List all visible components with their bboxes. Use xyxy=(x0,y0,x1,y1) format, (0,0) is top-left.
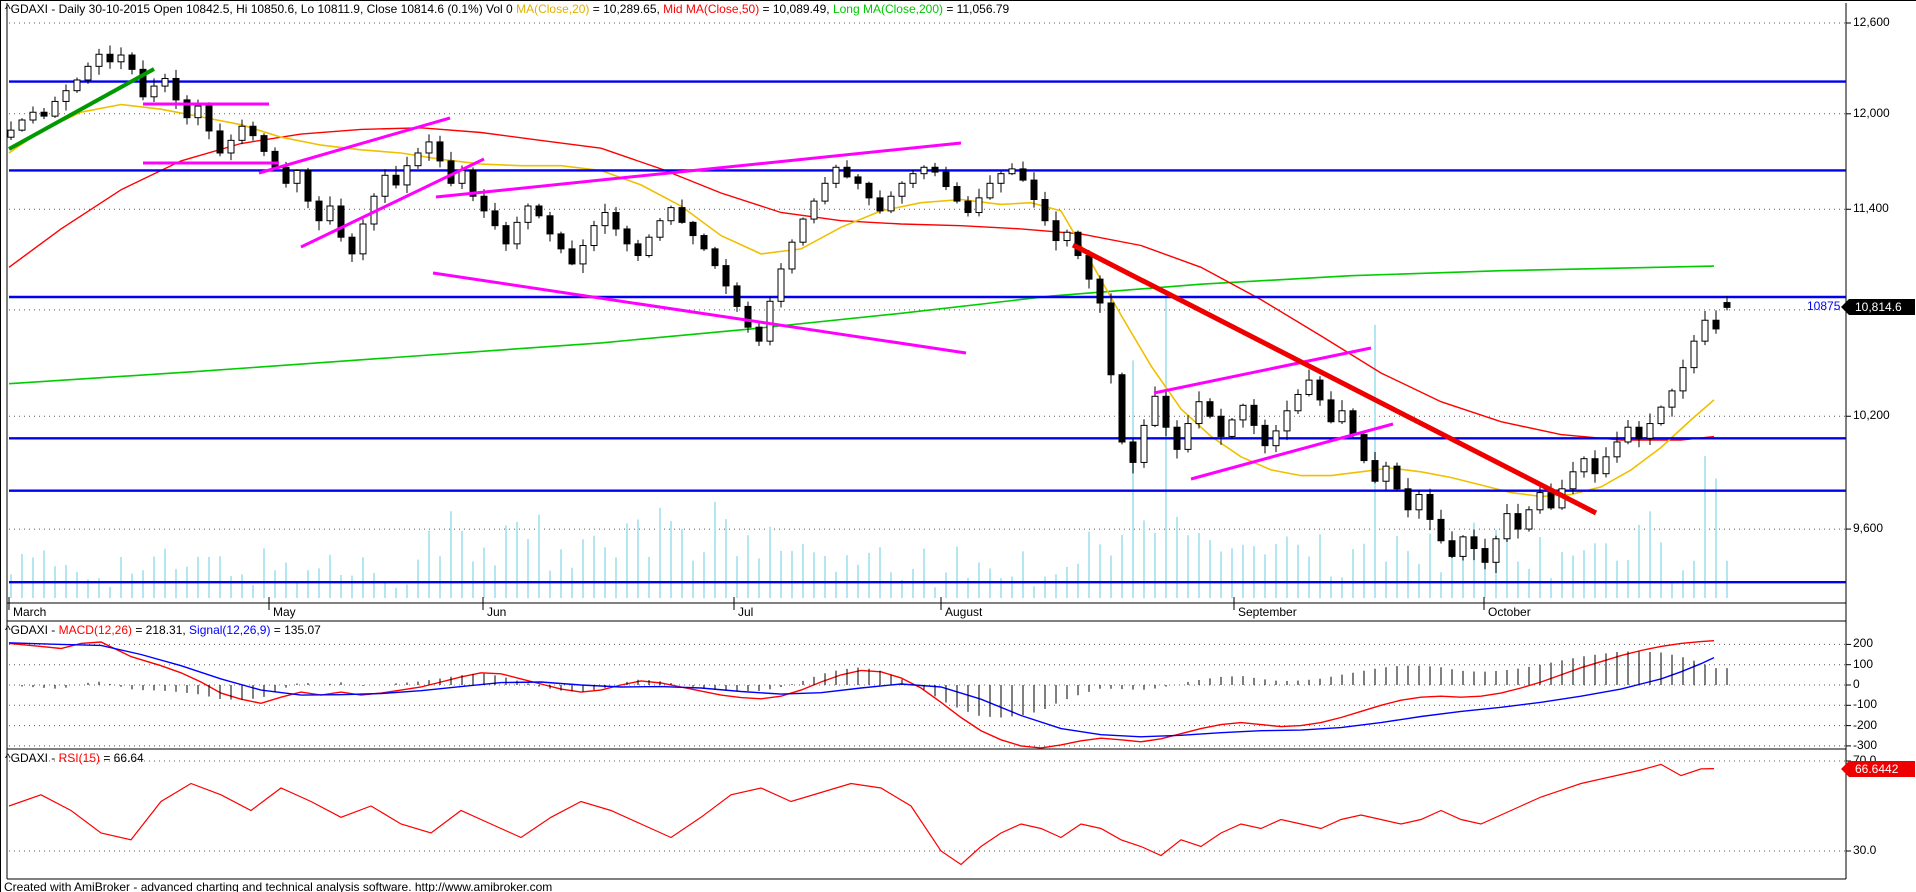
trendline-magenta-rise1[interactable] xyxy=(258,116,451,175)
title-segment: RSI(15) xyxy=(58,751,100,765)
month-label-august: August xyxy=(945,605,983,619)
month-label-march: March xyxy=(13,605,47,619)
price-axis-label: 11,400 xyxy=(1853,201,1889,216)
month-label-october: October xyxy=(1488,605,1531,619)
title-segment: = 66.64 xyxy=(99,751,144,765)
macd-histogram xyxy=(21,651,1728,718)
signal-line xyxy=(8,642,1715,738)
title-segment: ^GDAXI - xyxy=(5,623,59,637)
macd-axis-label: -100 xyxy=(1853,697,1878,712)
last-price-tag: 10,814.6 xyxy=(1841,299,1915,316)
rsi-axis-label: 30.0 xyxy=(1853,843,1877,857)
trendline-red-downtrend[interactable] xyxy=(1071,242,1598,516)
chart-frame xyxy=(6,3,1847,880)
macd-panel xyxy=(8,640,1851,749)
macd-axis-label: 0 xyxy=(1853,677,1860,691)
macd-panel-title: ^GDAXI - MACD(12,26) = 218.31, Signal(12… xyxy=(5,623,321,637)
price-axis-label: 12,000 xyxy=(1853,105,1890,120)
rsi-line xyxy=(8,763,1715,866)
rsi-panel-title: ^GDAXI - RSI(15) = 66.64 xyxy=(5,751,144,765)
trendline-magenta-long-decline[interactable] xyxy=(432,271,967,355)
macd-line xyxy=(8,640,1715,749)
trendline-magenta-channel-upper[interactable] xyxy=(1153,346,1372,395)
title-segment: = 10,289.65, xyxy=(589,2,664,16)
trendline-magenta-long-rise[interactable] xyxy=(435,141,962,199)
title-segment: MA(Close,20) xyxy=(516,2,590,16)
rsi-value-tag: 66.6442 xyxy=(1841,760,1915,777)
macd-axis-label: 200 xyxy=(1853,636,1874,651)
trendlines xyxy=(8,67,1598,516)
amibroker-footer: Created with AmiBroker - advanced charti… xyxy=(4,880,553,892)
trendline-magenta-channel-lower[interactable] xyxy=(1190,422,1394,481)
chart-title-bar: ^GDAXI - Daily 30-10-2015 Open 10842.5, … xyxy=(5,2,1009,16)
macd-axis-label: -200 xyxy=(1853,717,1878,732)
title-segment: MACD(12,26) xyxy=(58,623,132,637)
title-segment: Mid MA(Close,50) xyxy=(663,2,760,16)
support-resistance-lines xyxy=(9,80,1846,584)
title-segment: = 135.07 xyxy=(270,623,321,637)
ma200-line xyxy=(8,265,1715,385)
month-label-jun: Jun xyxy=(487,605,507,619)
candles xyxy=(7,45,1731,573)
macd-axis-label: -300 xyxy=(1853,737,1878,752)
month-axis xyxy=(8,597,1485,610)
price-axis-label: 12,600 xyxy=(1853,15,1890,29)
title-segment: ^GDAXI - xyxy=(5,751,59,765)
trendline-magenta-rise2[interactable] xyxy=(300,157,485,249)
title-segment: = 10,089.49, xyxy=(759,2,833,16)
title-segment: Long MA(Close,200) xyxy=(832,2,943,16)
month-label-jul: Jul xyxy=(738,605,754,619)
macd-axis-label: 100 xyxy=(1853,656,1874,671)
price-gridlines xyxy=(9,22,1851,530)
month-label-may: May xyxy=(273,605,296,619)
ma50-line xyxy=(8,127,1715,441)
price-axis-label: 10,200 xyxy=(1853,408,1890,423)
trendline-green-uptrend[interactable] xyxy=(8,67,155,151)
title-segment: ^GDAXI - Daily 30-10-2015 Open 10842.5, … xyxy=(5,2,517,16)
hline-price-label: 10875 xyxy=(1807,298,1841,313)
title-segment: = 218.31, xyxy=(132,623,190,637)
price-axis-label: 9,600 xyxy=(1853,521,1884,536)
rsi-panel xyxy=(8,760,1851,866)
title-segment: Signal(12,26,9) xyxy=(189,623,271,637)
title-segment: = 11,056.79 xyxy=(943,2,1010,16)
month-label-september: September xyxy=(1238,605,1297,619)
